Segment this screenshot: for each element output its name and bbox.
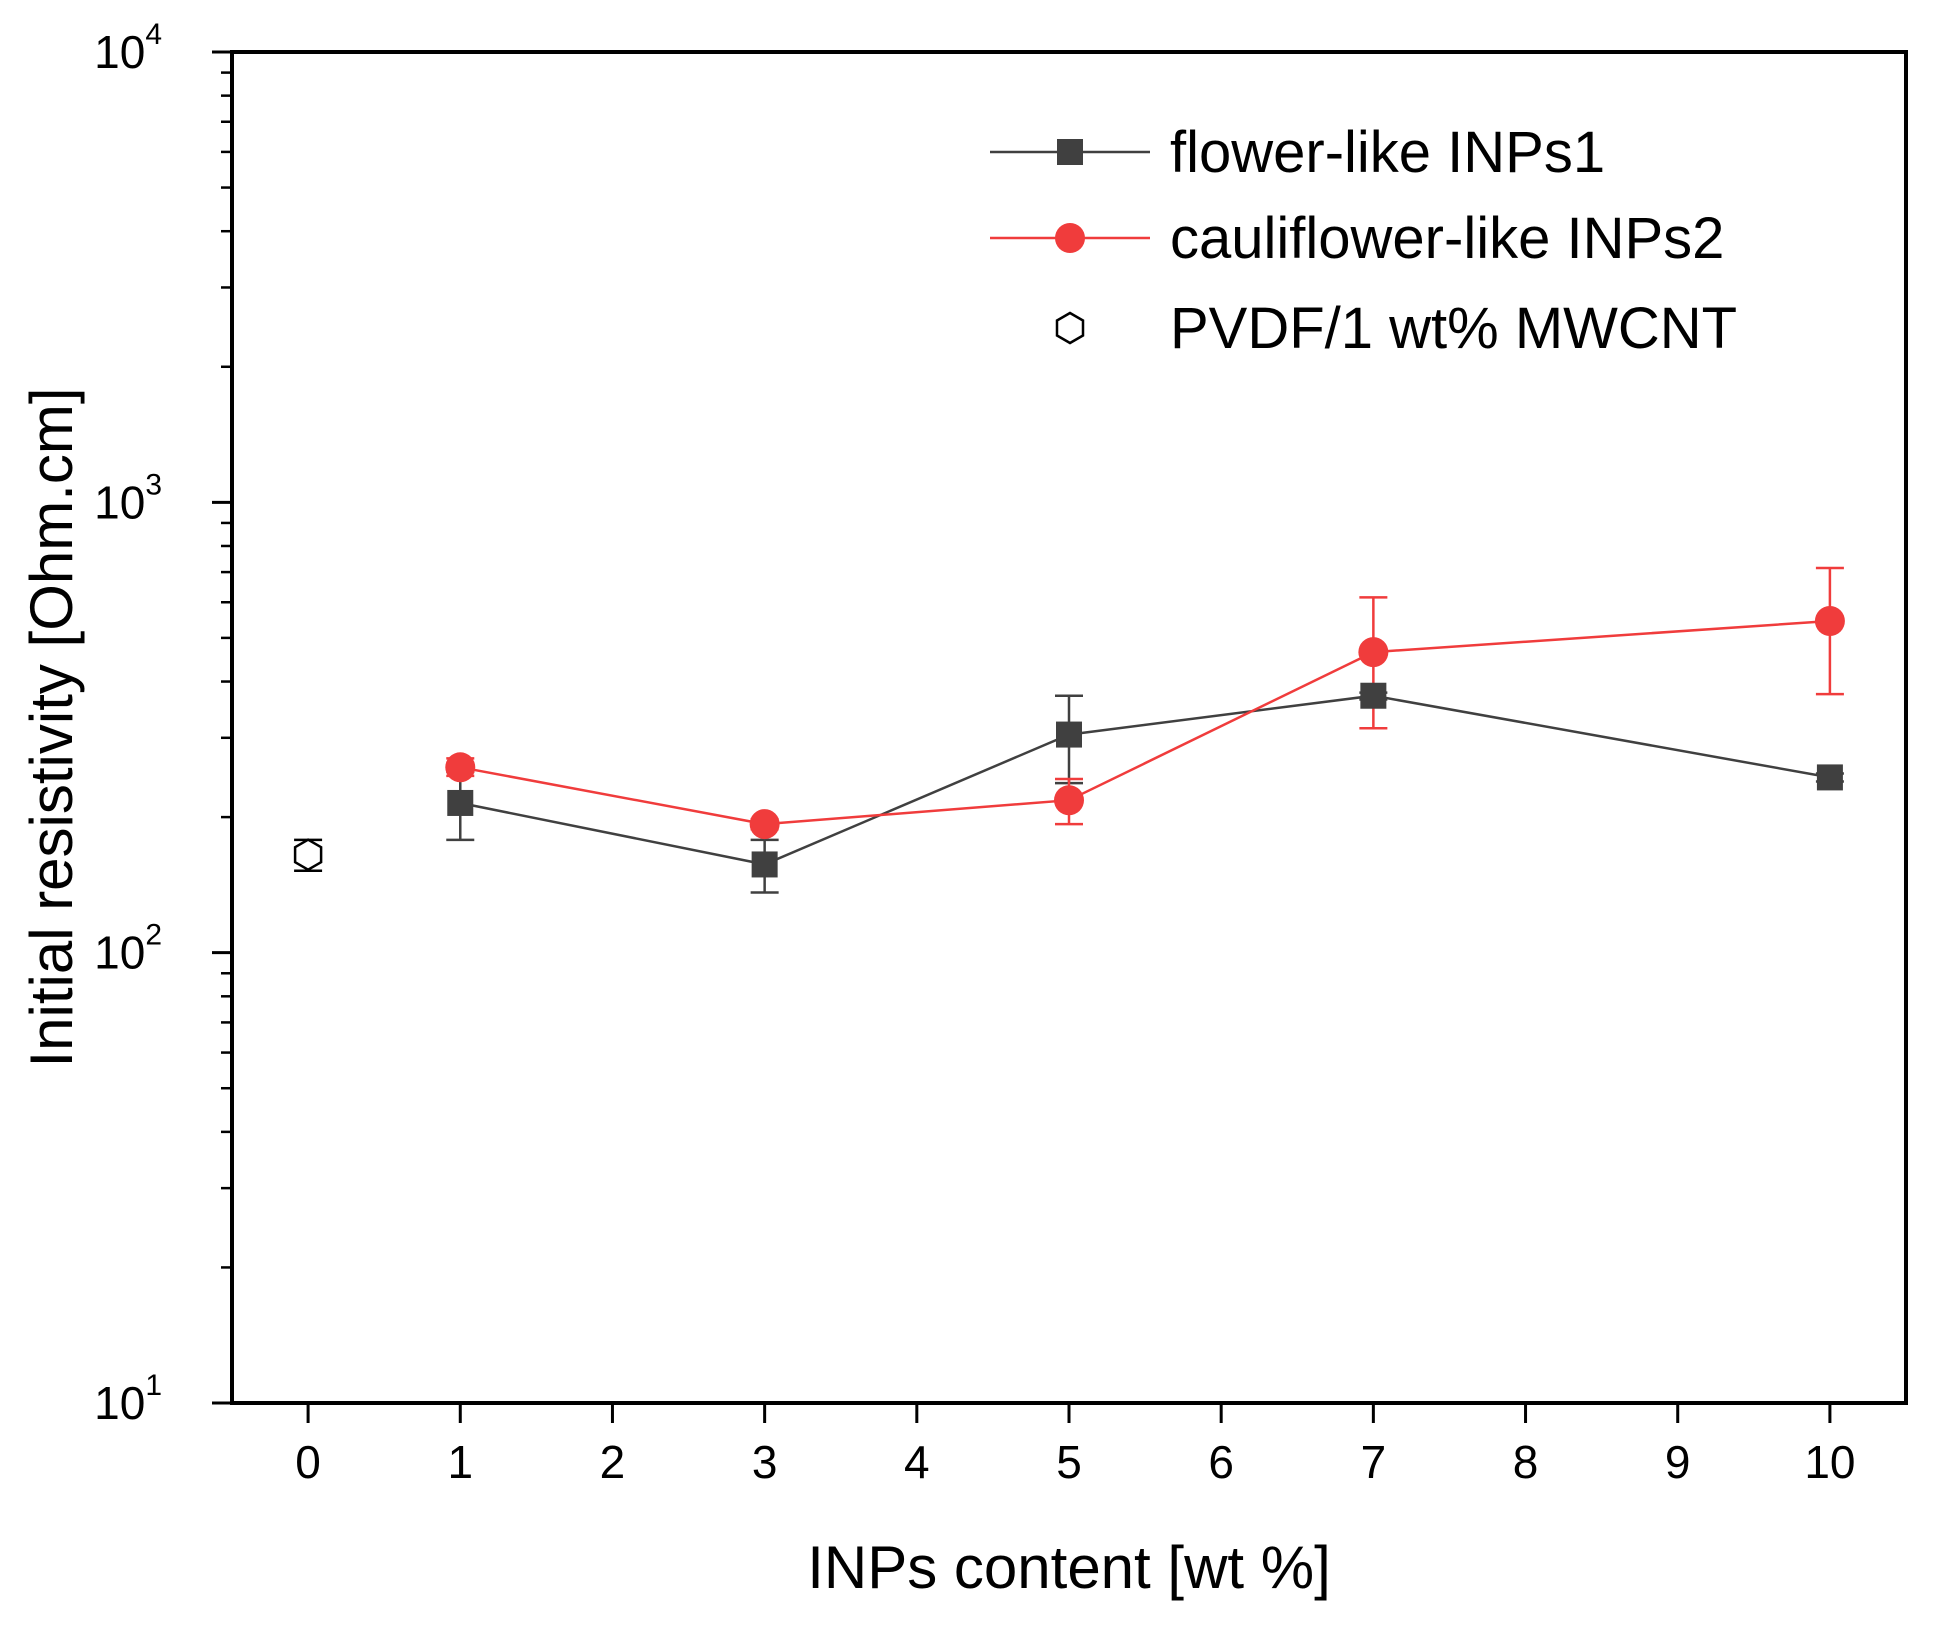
data-point-1 <box>447 789 474 816</box>
legend-marker <box>1055 223 1085 253</box>
x-tick-label: 0 <box>295 1436 321 1488</box>
x-tick-label: 2 <box>600 1436 626 1488</box>
y-tick-label-exponent: 1 <box>145 1369 162 1402</box>
y-axis-title: Initial resistivity [Ohm.cm] <box>18 387 85 1067</box>
y-tick-label-exponent: 2 <box>145 919 162 952</box>
data-point-1 <box>751 851 778 878</box>
legend: flower-like INPs1 cauliflower-like INPs2 P… <box>990 120 1737 361</box>
axes: 0 1 2 3 4 5 6 7 8 9 10 101 102 103 104 <box>94 18 1908 1488</box>
y-tick-label-exponent: 4 <box>145 18 162 51</box>
x-tick-label: 3 <box>752 1436 778 1488</box>
x-tick-label: 10 <box>1804 1436 1855 1488</box>
x-tick-label: 5 <box>1056 1436 1082 1488</box>
y-tick-label: 103 <box>94 468 162 528</box>
x-tick-label: 4 <box>904 1436 930 1488</box>
data-markers <box>293 606 1845 878</box>
legend-marker <box>1057 139 1083 165</box>
series-line-1 <box>460 694 1831 866</box>
data-point-2 <box>1054 785 1084 816</box>
data-point-1 <box>1360 682 1387 709</box>
x-tick-label: 8 <box>1513 1436 1539 1488</box>
legend-label: PVDF/1 wt% MWCNT <box>1170 296 1737 361</box>
data-point-2 <box>1358 637 1389 668</box>
data-point-1 <box>1816 764 1843 791</box>
y-tick-label: 101 <box>94 1369 162 1429</box>
legend-marker <box>1055 311 1085 345</box>
y-tick-label-exponent: 3 <box>145 468 162 501</box>
x-axis-title: INPs content [wt %] <box>807 1534 1331 1601</box>
legend-label: cauliflower-like INPs2 <box>1170 206 1724 271</box>
y-tick-label: 104 <box>94 18 162 78</box>
series-line-2 <box>460 619 1830 826</box>
data-point-2 <box>445 752 476 783</box>
data-point-2 <box>1814 606 1845 637</box>
data-point-1 <box>1056 721 1082 748</box>
x-tick-label: 1 <box>447 1436 473 1488</box>
x-tick-label: 7 <box>1361 1436 1387 1488</box>
data-point-3 <box>293 838 323 872</box>
legend-label: flower-like INPs1 <box>1170 120 1605 185</box>
data-point-2 <box>749 809 780 840</box>
x-tick-label: 9 <box>1665 1436 1691 1488</box>
y-tick-label: 102 <box>94 919 162 979</box>
series-lines <box>460 619 1831 866</box>
x-tick-label: 6 <box>1208 1436 1234 1488</box>
